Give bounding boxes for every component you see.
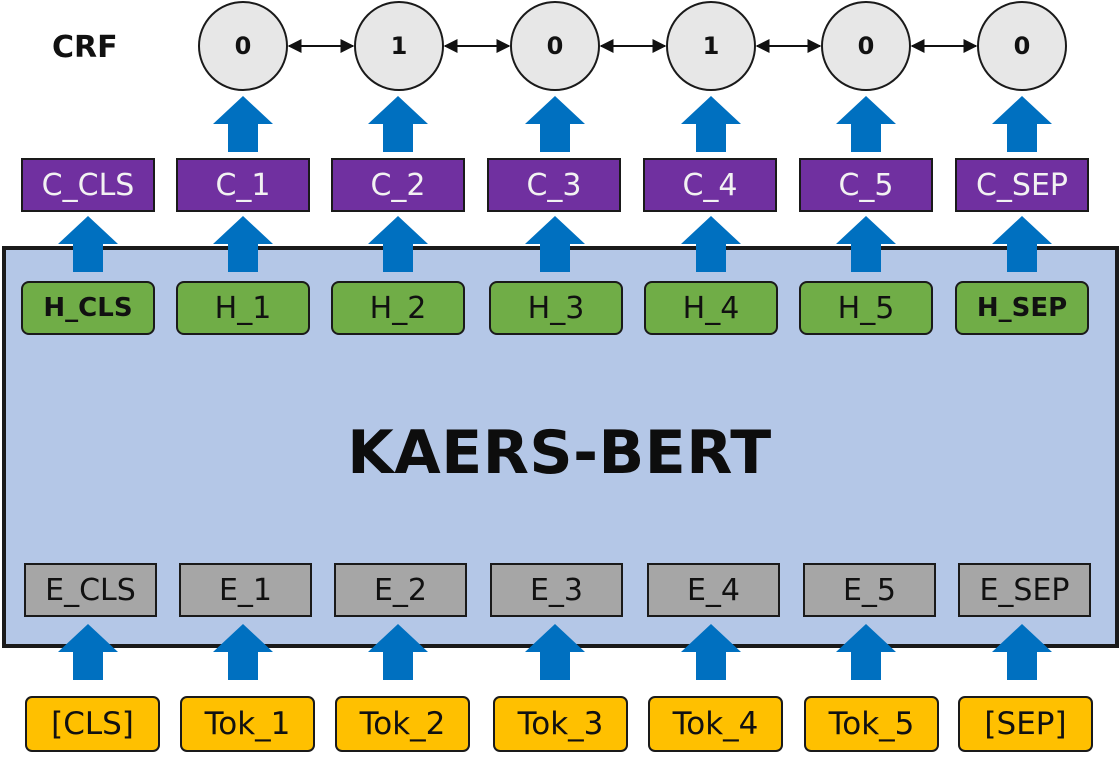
crf-label-node-4: 0	[821, 1, 911, 91]
crf-input-c-5: C_5	[799, 158, 933, 212]
arrow-token-to-embedding-1	[213, 624, 273, 680]
crf-label-node-1: 1	[354, 1, 444, 91]
embedding-e-1: E_1	[179, 563, 312, 617]
crf-input-c-2: C_2	[331, 158, 465, 212]
arrow-crf-input-to-hidden-2	[368, 216, 428, 272]
crf-label-node-3: 1	[666, 1, 756, 91]
crf-label-node-2: 0	[510, 1, 600, 91]
arrow-token-to-embedding-5	[836, 624, 896, 680]
hidden-h-2: H_2	[331, 281, 465, 335]
arrow-crf-input-to-label-5	[836, 96, 896, 152]
arrow-crf-input-to-label-4	[681, 96, 741, 152]
hidden-h-3: H_3	[489, 281, 623, 335]
token-tok-1: Tok_1	[180, 696, 315, 752]
token-cls: [CLS]	[25, 696, 160, 752]
bert-title: KAERS-BERT	[347, 418, 772, 488]
arrow-crf-input-to-label-3	[525, 96, 585, 152]
embedding-e-5: E_5	[803, 563, 936, 617]
crf-label-node-0: 0	[198, 1, 288, 91]
arrow-crf-input-to-hidden-6	[992, 216, 1052, 272]
hidden-h-sep: H_SEP	[955, 281, 1089, 335]
token-tok-2: Tok_2	[335, 696, 470, 752]
arrow-token-to-embedding-3	[525, 624, 585, 680]
arrow-token-to-embedding-6	[992, 624, 1052, 680]
crf-label-node-5: 0	[977, 1, 1067, 91]
token-tok-4: Tok_4	[648, 696, 783, 752]
arrow-crf-input-to-label-1	[213, 96, 273, 152]
arrow-crf-input-to-label-6	[992, 96, 1052, 152]
arrow-crf-input-to-hidden-3	[525, 216, 585, 272]
crf-input-c-sep: C_SEP	[955, 158, 1089, 212]
embedding-e-cls: E_CLS	[24, 563, 157, 617]
token-tok-5: Tok_5	[804, 696, 939, 752]
arrow-crf-input-to-hidden-0	[58, 216, 118, 272]
arrow-crf-input-to-hidden-4	[681, 216, 741, 272]
token-sep: [SEP]	[958, 696, 1093, 752]
hidden-h-4: H_4	[644, 281, 778, 335]
hidden-h-cls: H_CLS	[21, 281, 155, 335]
arrow-crf-input-to-label-2	[368, 96, 428, 152]
embedding-e-2: E_2	[334, 563, 467, 617]
arrow-crf-input-to-hidden-1	[213, 216, 273, 272]
arrow-token-to-embedding-4	[681, 624, 741, 680]
arrow-token-to-embedding-2	[368, 624, 428, 680]
arrow-token-to-embedding-0	[58, 624, 118, 680]
embedding-e-3: E_3	[490, 563, 623, 617]
hidden-h-5: H_5	[799, 281, 933, 335]
arrow-crf-input-to-hidden-5	[836, 216, 896, 272]
token-tok-3: Tok_3	[493, 696, 628, 752]
crf-input-c-1: C_1	[176, 158, 310, 212]
crf-label: CRF	[52, 30, 118, 65]
embedding-e-sep: E_SEP	[958, 563, 1091, 617]
crf-input-c-3: C_3	[487, 158, 621, 212]
crf-input-c-4: C_4	[643, 158, 777, 212]
hidden-h-1: H_1	[176, 281, 310, 335]
embedding-e-4: E_4	[647, 563, 780, 617]
crf-input-c-cls: C_CLS	[21, 158, 155, 212]
crf-links	[287, 39, 978, 53]
